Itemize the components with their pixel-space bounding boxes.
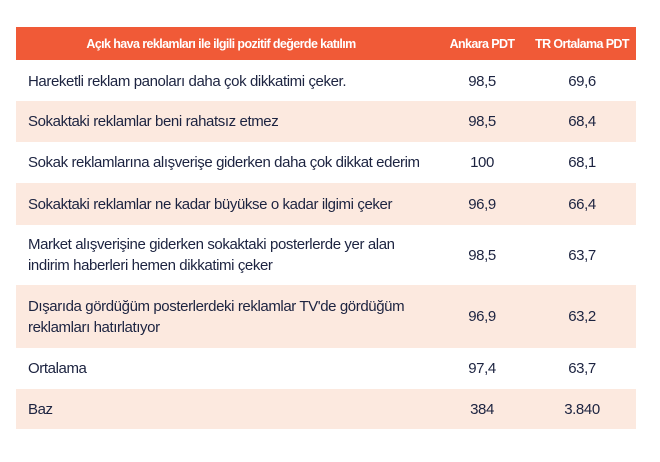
table-row: Dışarıda gördüğüm posterlerdeki reklamla… <box>16 285 636 348</box>
row-tr-value: 63,2 <box>568 308 596 325</box>
row-tr-value: 66,4 <box>568 195 596 213</box>
row-tr-value: 68,4 <box>568 113 596 130</box>
row-statement: Sokaktaki reklamlar beni rahatsız etmez <box>28 113 279 130</box>
row-statement: Hareketli reklam panoları daha çok dikka… <box>28 73 347 90</box>
table-row: Sokak reklamlarına alışverişe giderken d… <box>16 142 636 183</box>
row-tr-value: 63,7 <box>568 360 596 377</box>
header-tr-ortalama-pdt: TR Ortalama PDT <box>535 36 629 51</box>
row-statement: Sokaktaki reklamlar ne kadar büyükse o k… <box>28 195 393 213</box>
survey-table: Açık hava reklamları ile ilgili pozitif … <box>16 27 636 429</box>
table-row: Hareketli reklam panoları daha çok dikka… <box>16 62 636 101</box>
row-statement: Baz <box>28 400 53 418</box>
divider <box>16 60 636 62</box>
table-row-average: Ortalama 97,4 63,7 <box>16 348 636 389</box>
row-ankara-value: 98,5 <box>468 246 496 264</box>
row-ankara-value: 96,9 <box>468 308 496 325</box>
table-row: Sokaktaki reklamlar beni rahatsız etmez … <box>16 101 636 142</box>
header-statement: Açık hava reklamları ile ilgili pozitif … <box>86 36 356 51</box>
row-tr-value: 68,1 <box>568 154 596 171</box>
row-tr-value: 3.840 <box>564 400 600 418</box>
row-ankara-value: 100 <box>470 154 494 171</box>
row-tr-value: 69,6 <box>568 73 596 90</box>
row-statement: Dışarıda gördüğüm posterlerdeki reklamla… <box>28 297 405 336</box>
row-ankara-value: 98,5 <box>468 73 496 90</box>
row-ankara-value: 384 <box>470 400 494 418</box>
row-ankara-value: 98,5 <box>468 113 496 130</box>
table-row: Market alışverişine giderken sokaktaki p… <box>16 225 636 285</box>
table-header: Açık hava reklamları ile ilgili pozitif … <box>16 27 636 60</box>
row-ankara-value: 97,4 <box>468 360 496 377</box>
row-tr-value: 63,7 <box>568 246 596 264</box>
table-row-base: Baz 384 3.840 <box>16 389 636 429</box>
row-ankara-value: 96,9 <box>468 195 496 213</box>
row-statement: Sokak reklamlarına alışverişe giderken d… <box>28 154 420 171</box>
table-row: Sokaktaki reklamlar ne kadar büyükse o k… <box>16 183 636 225</box>
header-ankara-pdt: Ankara PDT <box>449 36 515 51</box>
row-statement: Ortalama <box>28 360 87 377</box>
row-statement: Market alışverişine giderken sokaktaki p… <box>28 236 395 274</box>
